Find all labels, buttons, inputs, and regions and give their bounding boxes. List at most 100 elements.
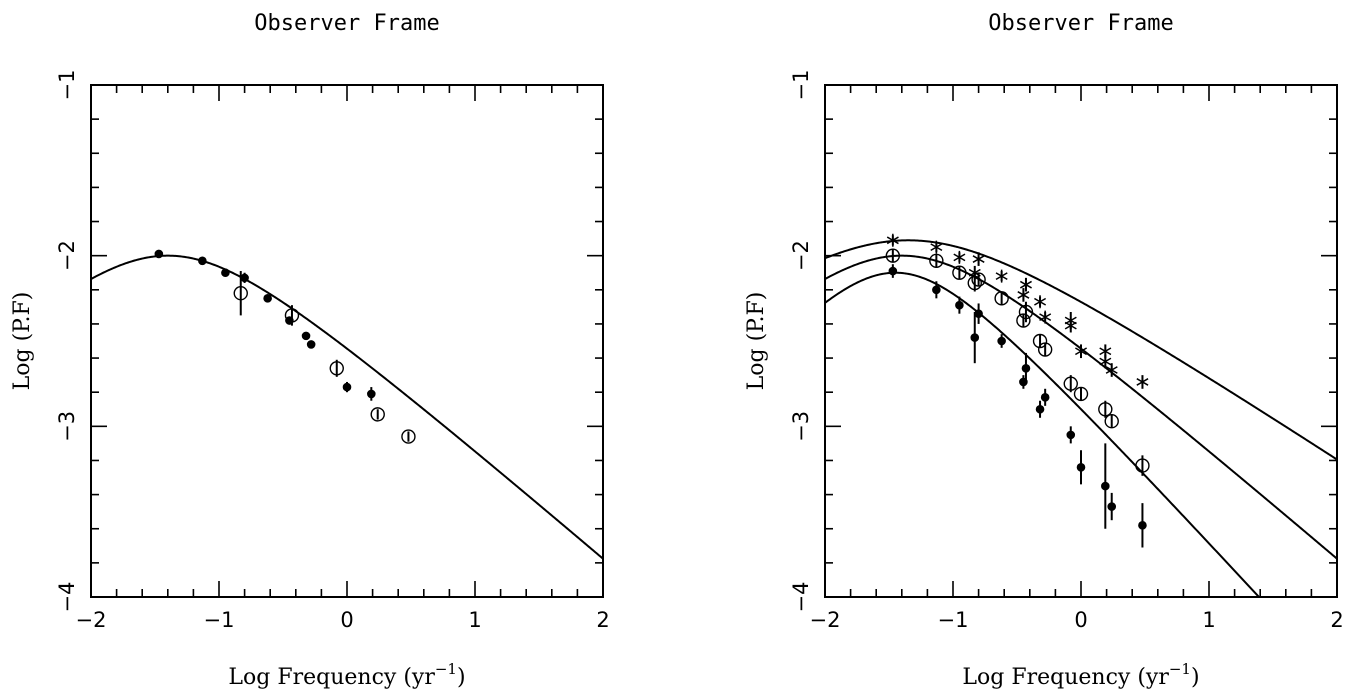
open-circle-marker [1104, 414, 1119, 429]
star-marker [1034, 295, 1047, 309]
data-point [1063, 375, 1078, 393]
data-point [342, 381, 352, 393]
star-marker [1099, 354, 1112, 368]
x-axis-label: Log Frequency (yr−1) [228, 660, 465, 690]
x-tick-label: 1 [1202, 608, 1215, 632]
x-tick-label: 0 [340, 608, 353, 632]
y-tick-label: −2 [55, 240, 79, 271]
open-circle-marker [1073, 386, 1089, 402]
data-point [1073, 386, 1089, 402]
model-curve [825, 239, 1337, 461]
filled-circle-marker [970, 333, 980, 342]
data-point [1107, 492, 1117, 521]
filled-circle-marker [306, 340, 316, 349]
data-point [1101, 443, 1110, 529]
data-point [1064, 318, 1077, 333]
plot-frame [90, 84, 604, 598]
open-circle-marker [885, 248, 901, 263]
x-tick-label: −1 [204, 608, 235, 632]
x-axis-label: Log Frequency (yr−1) [962, 660, 1199, 690]
star-marker [953, 250, 966, 264]
data-point [972, 252, 985, 266]
filled-circle-marker [1040, 393, 1050, 402]
data-point [1035, 400, 1045, 418]
data-point [306, 340, 316, 349]
star-marker [1017, 288, 1030, 302]
filled-circle-marker [888, 266, 898, 276]
data-point [967, 274, 982, 292]
plot-area [91, 249, 603, 560]
data-point [263, 294, 272, 303]
data-point [994, 291, 1009, 306]
filled-circle-marker [1138, 521, 1147, 530]
open-circle-marker [952, 265, 967, 280]
plot-area [825, 233, 1337, 597]
model-curve [91, 254, 603, 560]
open-circle-marker [1032, 333, 1048, 349]
open-circle-marker [1063, 376, 1078, 391]
data-point [1019, 277, 1032, 292]
star-marker [930, 240, 943, 254]
data-point [1098, 400, 1113, 418]
open-circle-marker [994, 291, 1009, 306]
y-tick-label: −4 [789, 582, 813, 613]
filled-circle-marker [955, 300, 964, 310]
x-tick-label: 2 [596, 608, 609, 632]
star-marker [1136, 375, 1149, 389]
x-tick-label: 0 [1074, 608, 1087, 632]
data-point [1034, 295, 1047, 309]
filled-circle-marker [1107, 502, 1117, 511]
data-point [995, 269, 1008, 283]
filled-circle-marker [1021, 364, 1031, 373]
filled-circle-marker [1035, 404, 1045, 414]
star-marker [995, 269, 1008, 283]
open-circle-marker [329, 361, 344, 376]
data-point [198, 256, 207, 266]
data-point [1135, 455, 1150, 476]
data-point [367, 387, 376, 401]
open-circle-marker [1016, 313, 1031, 328]
data-point [885, 248, 901, 263]
open-circle-marker [971, 272, 986, 287]
data-point [1074, 344, 1088, 359]
data-point [953, 250, 966, 264]
data-point [154, 249, 164, 259]
x-axis-label-exponent: −1 [435, 660, 457, 678]
star-marker [886, 233, 899, 247]
open-circle-marker [1135, 458, 1150, 473]
data-point [888, 264, 898, 278]
data-point [952, 265, 967, 280]
data-point [1016, 313, 1031, 328]
filled-circle-marker [1101, 481, 1110, 491]
filled-circle-marker [932, 285, 941, 295]
data-point [1076, 450, 1086, 485]
data-point [1099, 354, 1112, 369]
y-tick-label: −1 [55, 70, 79, 101]
filled-circle-marker [367, 389, 376, 399]
x-tick-label: 1 [468, 608, 481, 632]
chart-title: Observer Frame [254, 11, 439, 36]
open-circle-marker [1018, 304, 1034, 320]
model-curve [825, 271, 1261, 597]
star-marker [1039, 310, 1052, 324]
filled-circle-marker [974, 309, 983, 318]
filled-circle-marker [301, 331, 311, 341]
data-point [971, 272, 986, 287]
x-axis-label-main: Log Frequency (yr [962, 665, 1169, 690]
x-axis-label-main: Log Frequency (yr [228, 665, 435, 690]
y-tick-label: −2 [789, 240, 813, 271]
data-point [930, 240, 943, 254]
filled-circle-marker [342, 382, 352, 392]
star-marker [1105, 363, 1118, 377]
data-point [233, 271, 248, 316]
star-marker [1064, 319, 1077, 333]
filled-circle-marker [263, 294, 272, 303]
star-marker [972, 252, 985, 266]
open-circle-marker [284, 308, 300, 323]
open-circle-marker [929, 253, 944, 268]
filled-circle-marker [997, 336, 1006, 346]
y-tick-label: −3 [789, 411, 813, 442]
chart-title: Observer Frame [988, 11, 1173, 36]
